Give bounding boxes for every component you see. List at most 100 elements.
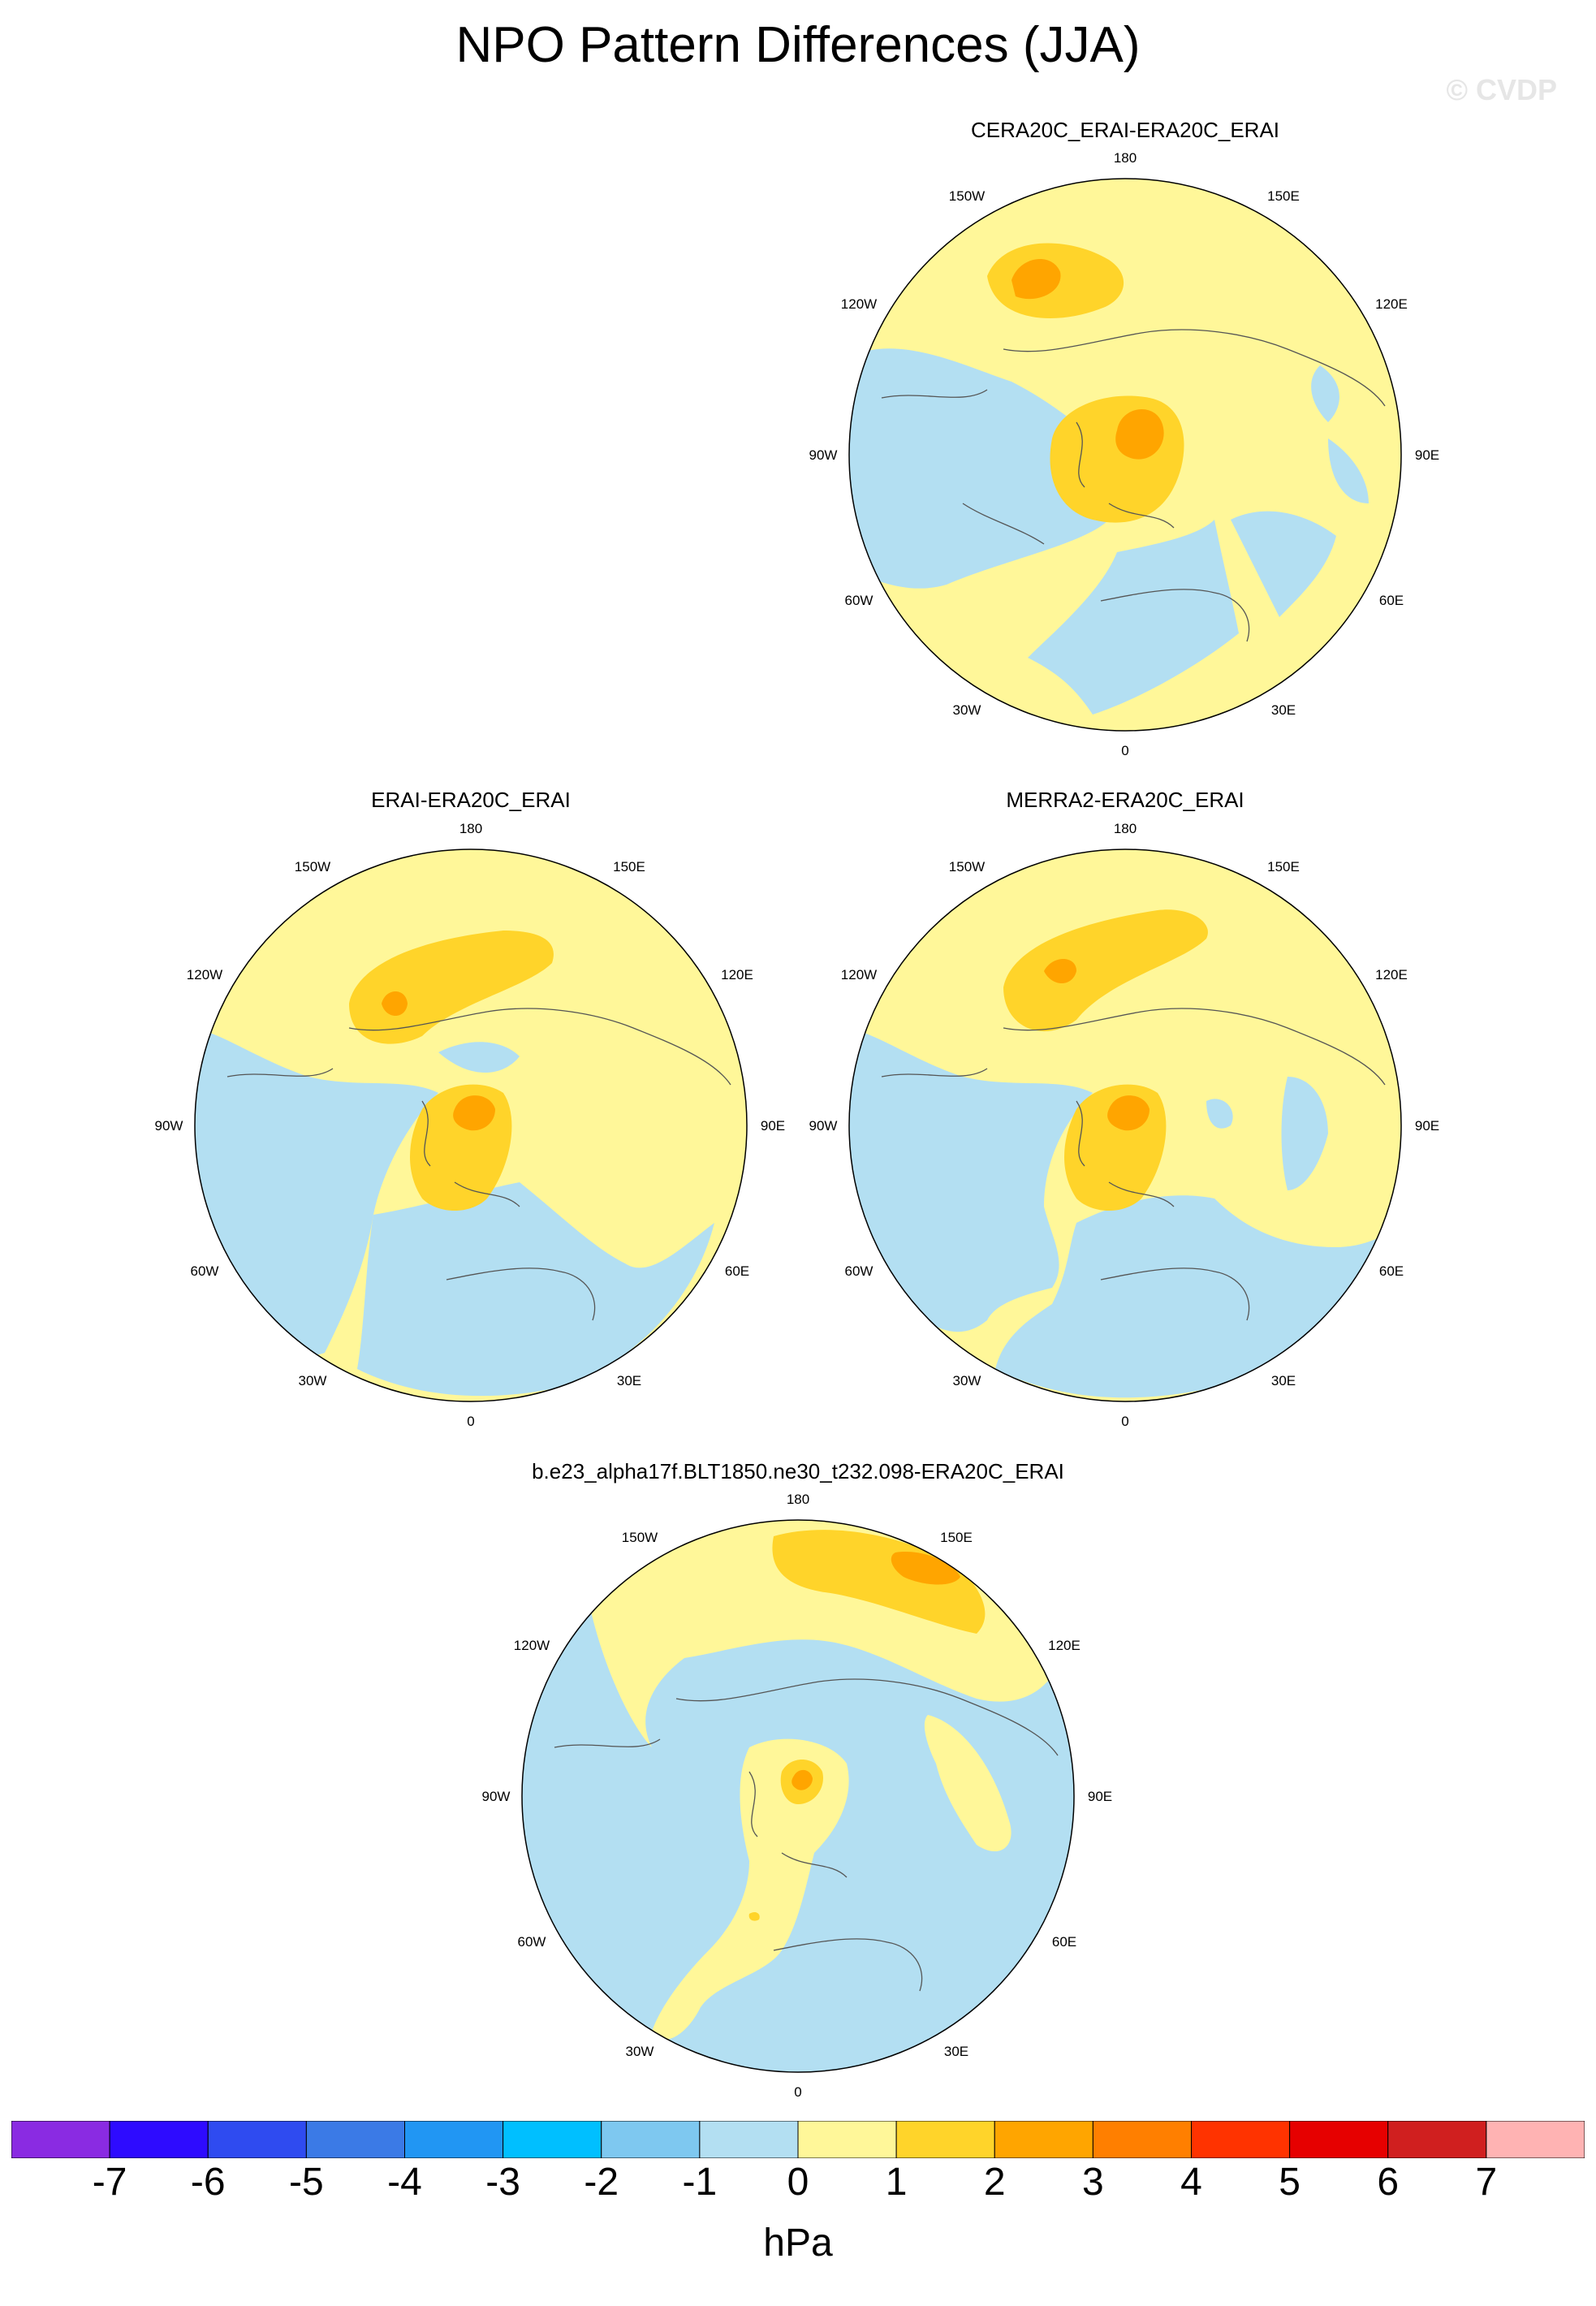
lon-label-120e: 120E (1375, 967, 1408, 982)
lon-label-150e: 150E (940, 1530, 973, 1545)
lon-label-0: 0 (467, 1414, 474, 1429)
colorbar-tick-label: -7 (92, 2161, 127, 2204)
lon-label-90w: 90W (155, 1118, 183, 1134)
colorbar-tick-label: 2 (983, 2161, 1006, 2204)
lon-label-120e: 120E (1048, 1638, 1081, 1653)
colorbar-segment (1092, 2121, 1192, 2158)
colorbar-tick-label: -6 (190, 2161, 226, 2204)
lon-label-60e: 60E (1379, 1263, 1404, 1279)
positive-mid-northpacific (772, 1530, 986, 1634)
colorbar-tick-label: -2 (584, 2161, 619, 2204)
lon-label-180: 180 (1114, 821, 1137, 836)
lon-label-30w: 30W (299, 1373, 327, 1388)
polar-map-merra2: 180 150E 120E 90E 60E 30E 0 30W 60W 90W … (809, 821, 1440, 1429)
lon-label-0: 0 (794, 2084, 801, 2100)
lon-label-120w: 120W (841, 296, 877, 312)
lon-label-90e: 90E (1088, 1789, 1112, 1804)
colorbar-tick-label: -1 (682, 2161, 718, 2204)
negative-region-beringia (438, 1042, 520, 1073)
positive-region-eurasia (924, 1715, 1012, 1852)
cvdp-credit: © CVDP (1446, 73, 1557, 106)
negative-region-west (849, 1028, 1093, 1332)
lon-label-150e: 150E (613, 859, 645, 874)
figure-title: NPO Pattern Differences (JJA) (455, 17, 1141, 73)
positive-strong-arctic (1115, 408, 1164, 460)
lon-label-120w: 120W (841, 967, 877, 982)
positive-strong-northpacific (891, 1552, 960, 1585)
positive-mid-northpacific (1003, 909, 1208, 1032)
colorbar-segment (503, 2121, 602, 2158)
lon-label-0: 0 (1121, 743, 1128, 758)
positive-mid-northpacific (349, 931, 554, 1044)
lon-label-150e: 150E (1267, 859, 1300, 874)
colorbar-segment (11, 2121, 110, 2158)
colorbar-tick-label: 4 (1180, 2161, 1202, 2204)
colorbar-segment (305, 2121, 405, 2158)
lon-label-0: 0 (1121, 1414, 1128, 1429)
lon-label-150w: 150W (622, 1530, 658, 1545)
positive-strong-arctic (1107, 1095, 1150, 1131)
colorbar-tick-label: 5 (1279, 2161, 1301, 2204)
lon-label-150w: 150W (949, 188, 985, 204)
lon-label-30w: 30W (626, 2044, 654, 2059)
positive-region-arctic (652, 1738, 849, 2040)
positive-strong-northpacific (1012, 258, 1061, 300)
lon-label-120w: 120W (187, 967, 222, 982)
positive-strong-arctic (453, 1095, 495, 1131)
colorbar-tick-label: 1 (885, 2161, 908, 2204)
lon-label-150w: 150W (949, 859, 985, 874)
negative-region-south (357, 1182, 714, 1397)
lon-label-60e: 60E (725, 1263, 749, 1279)
lon-label-30w: 30W (953, 702, 981, 718)
lon-label-60w: 60W (845, 1263, 873, 1279)
lon-label-150w: 150W (295, 859, 330, 874)
polar-map-cera20c: 180 150E 120E 90E 60E 30E 0 30W 60W 90W … (809, 150, 1440, 758)
colorbar-tick-label: 3 (1082, 2161, 1104, 2204)
colorbar-segment (207, 2121, 307, 2158)
lon-label-60w: 60W (518, 1934, 546, 1950)
lon-label-30e: 30E (944, 2044, 968, 2059)
colorbar-segment (895, 2121, 995, 2158)
lon-label-120e: 120E (721, 967, 753, 982)
lon-label-120e: 120E (1375, 296, 1408, 312)
lon-label-60e: 60E (1052, 1934, 1076, 1950)
negative-region-east (1231, 365, 1369, 617)
colorbar-segment (404, 2121, 504, 2158)
lon-label-90e: 90E (1415, 447, 1439, 463)
colorbar-tick-label: 6 (1377, 2161, 1400, 2204)
colorbar-segment (994, 2121, 1093, 2158)
colorbar-segment (1486, 2121, 1585, 2158)
lon-label-30w: 30W (953, 1373, 981, 1388)
lon-label-120w: 120W (514, 1638, 550, 1653)
coastlines (881, 329, 1386, 642)
positive-strong-northpacific (382, 991, 408, 1016)
colorbar-tick-label: -5 (289, 2161, 324, 2204)
coastlines (226, 1008, 731, 1321)
lon-label-90w: 90W (482, 1789, 511, 1804)
lon-label-180: 180 (1114, 150, 1137, 166)
colorbar-units: hPa (763, 2222, 833, 2265)
lon-label-90w: 90W (809, 1118, 838, 1134)
colorbar-segment (699, 2121, 799, 2158)
positive-strong-arctic (792, 1769, 813, 1790)
panel-title-erai: ERAI-ERA20C_ERAI (371, 788, 571, 812)
lon-label-60e: 60E (1379, 593, 1404, 608)
colorbar-tick-label: -4 (387, 2161, 422, 2204)
coastlines (554, 1678, 1059, 1992)
lon-label-150e: 150E (1267, 188, 1300, 204)
lon-label-60w: 60W (845, 593, 873, 608)
colorbar (11, 2121, 1585, 2158)
lon-label-60w: 60W (191, 1263, 219, 1279)
colorbar-segment (797, 2121, 897, 2158)
colorbar-tick-label: 7 (1475, 2161, 1498, 2204)
colorbar-segment (601, 2121, 701, 2158)
colorbar-segment (1191, 2121, 1291, 2158)
lon-label-180: 180 (787, 1492, 809, 1507)
negative-region-south (1028, 520, 1239, 715)
lon-label-30e: 30E (617, 1373, 641, 1388)
coastlines (881, 1008, 1386, 1321)
positive-mid-atlantic-spot (748, 1911, 760, 1921)
lon-label-30e: 30E (1271, 1373, 1296, 1388)
panel-title-model: b.e23_alpha17f.BLT1850.ne30_t232.098-ERA… (532, 1459, 1064, 1483)
polar-map-model: 180 150E 120E 90E 60E 30E 0 30W 60W 90W … (482, 1492, 1113, 2100)
